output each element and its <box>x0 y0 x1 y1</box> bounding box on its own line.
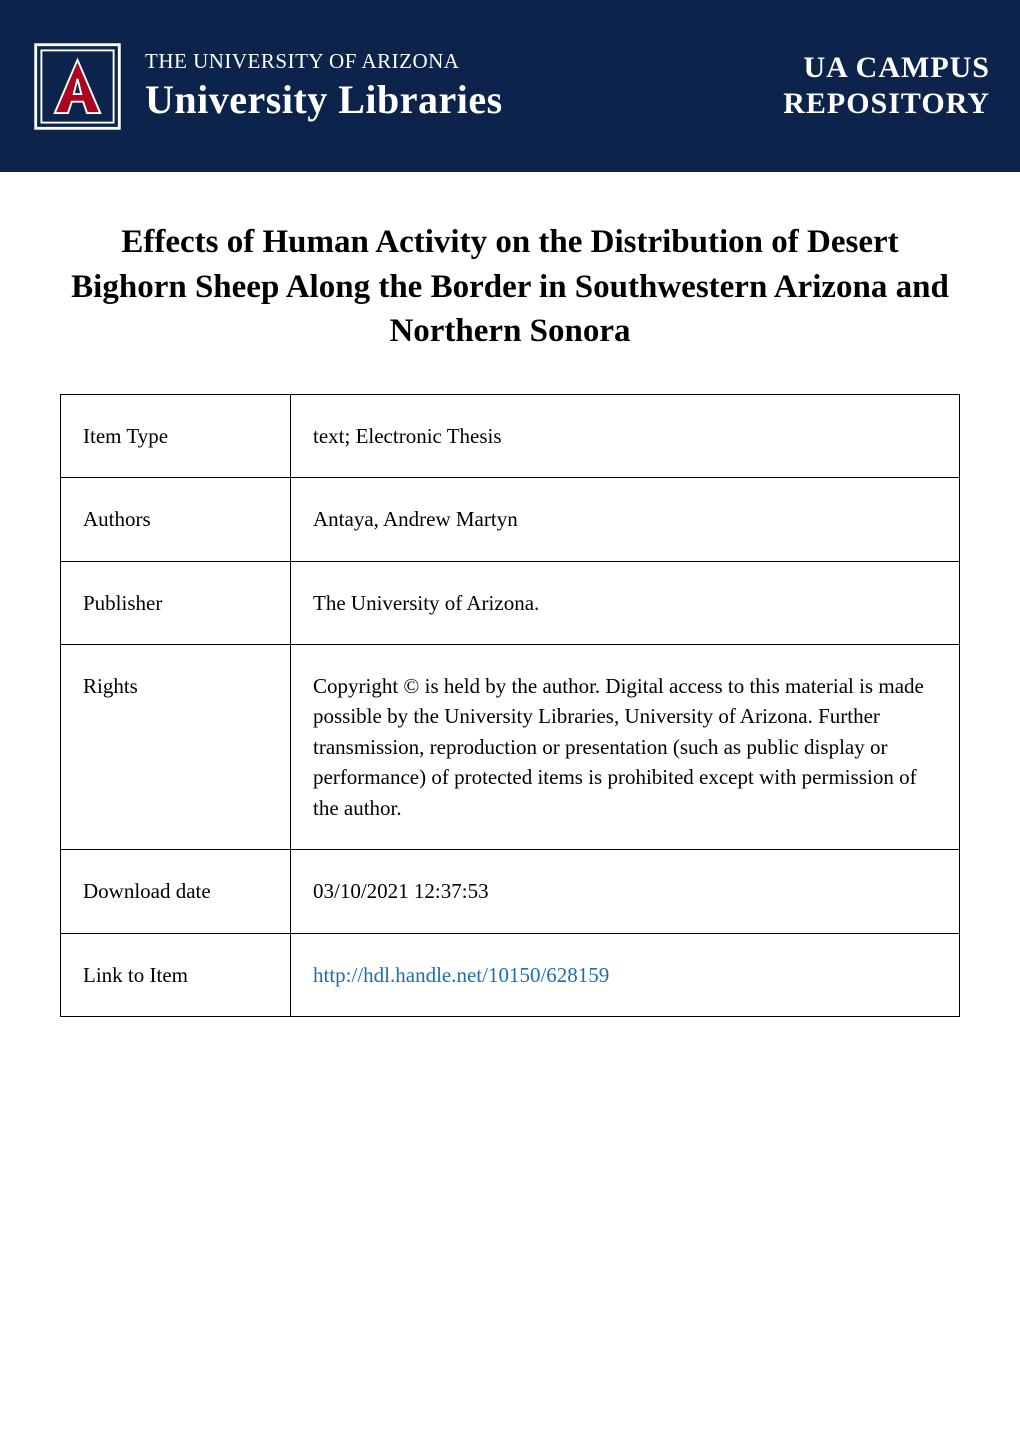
meta-key-rights: Rights <box>61 644 291 849</box>
table-row: Rights Copyright © is held by the author… <box>61 644 960 849</box>
meta-key-publisher: Publisher <box>61 561 291 644</box>
banner-right: UA CAMPUS REPOSITORY <box>783 50 990 122</box>
table-row: Download date 03/10/2021 12:37:53 <box>61 850 960 933</box>
table-row: Authors Antaya, Andrew Martyn <box>61 478 960 561</box>
header-banner: THE UNIVERSITY OF ARIZONA University Lib… <box>0 0 1020 172</box>
table-row: Publisher The University of Arizona. <box>61 561 960 644</box>
repo-name-line2: REPOSITORY <box>783 86 990 122</box>
metadata-tbody: Item Type text; Electronic Thesis Author… <box>61 394 960 1016</box>
banner-text-block: THE UNIVERSITY OF ARIZONA University Lib… <box>145 49 503 123</box>
meta-value-publisher: The University of Arizona. <box>291 561 960 644</box>
meta-key-item-type: Item Type <box>61 394 291 477</box>
institution-name: THE UNIVERSITY OF ARIZONA <box>145 49 503 74</box>
meta-value-download-date: 03/10/2021 12:37:53 <box>291 850 960 933</box>
meta-value-item-type: text; Electronic Thesis <box>291 394 960 477</box>
meta-value-authors: Antaya, Andrew Martyn <box>291 478 960 561</box>
paper-title: Effects of Human Activity on the Distrib… <box>60 220 960 354</box>
library-name: University Libraries <box>145 76 503 123</box>
meta-value-link: http://hdl.handle.net/10150/628159 <box>291 933 960 1016</box>
meta-key-link: Link to Item <box>61 933 291 1016</box>
banner-left: THE UNIVERSITY OF ARIZONA University Lib… <box>30 39 783 134</box>
repo-name-line1: UA CAMPUS <box>783 50 990 86</box>
item-link[interactable]: http://hdl.handle.net/10150/628159 <box>313 963 609 987</box>
meta-key-download-date: Download date <box>61 850 291 933</box>
meta-value-rights: Copyright © is held by the author. Digit… <box>291 644 960 849</box>
ua-shield-icon <box>30 39 125 134</box>
ua-logo <box>30 39 125 134</box>
table-row: Link to Item http://hdl.handle.net/10150… <box>61 933 960 1016</box>
content-area: Effects of Human Activity on the Distrib… <box>0 172 1020 1017</box>
table-row: Item Type text; Electronic Thesis <box>61 394 960 477</box>
metadata-table: Item Type text; Electronic Thesis Author… <box>60 394 960 1017</box>
meta-key-authors: Authors <box>61 478 291 561</box>
